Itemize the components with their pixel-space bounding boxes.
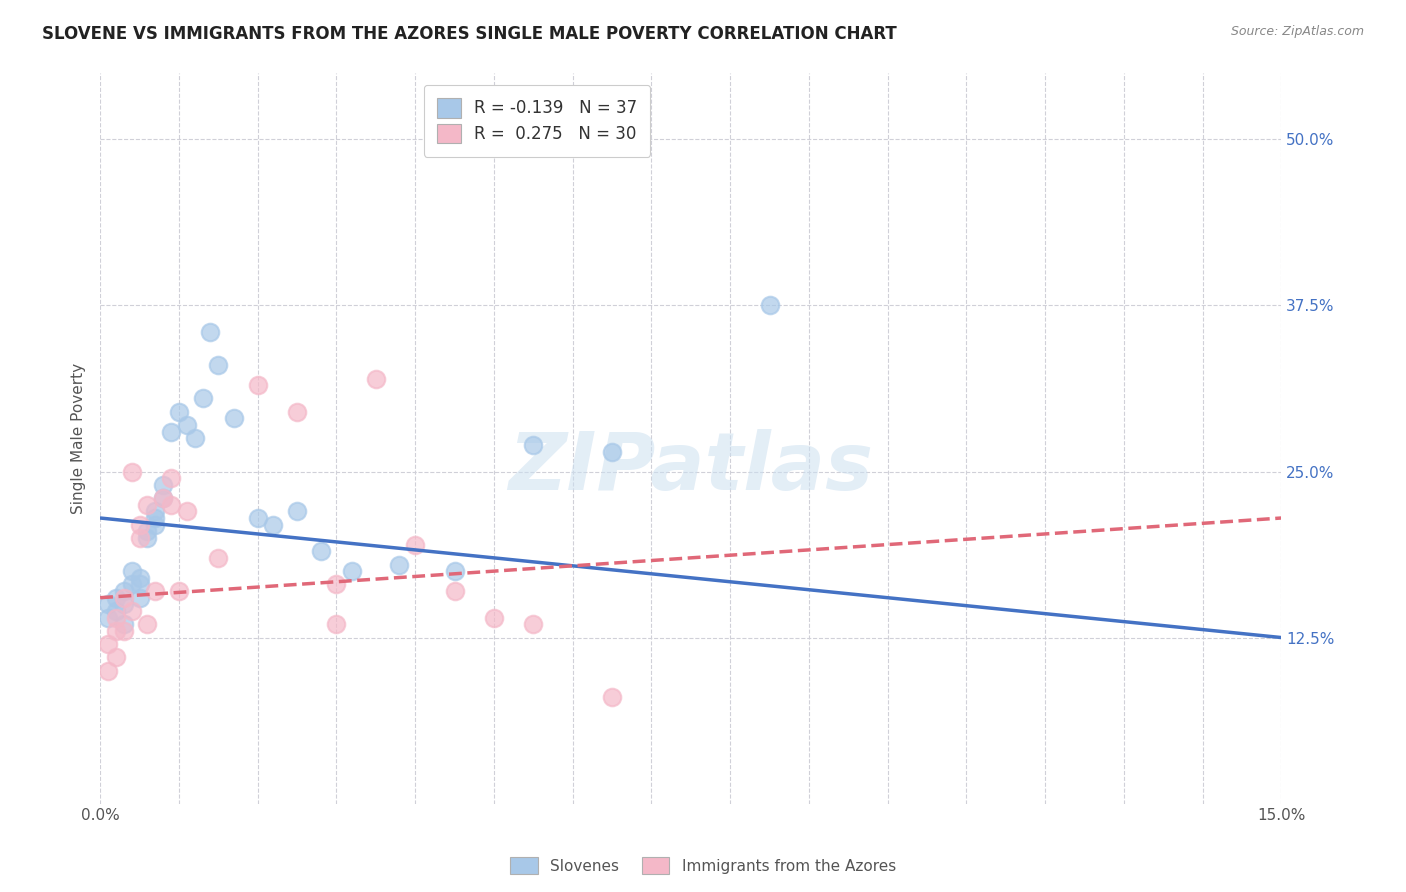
Point [136,498,159,512]
Point [246,511,269,525]
Point [128,571,150,585]
Point [600,690,623,705]
Text: Source: ZipAtlas.com: Source: ZipAtlas.com [1230,25,1364,38]
Point [522,438,544,452]
Point [325,577,347,591]
Point [176,417,198,432]
Point [160,425,183,439]
Point [160,498,183,512]
Text: SLOVENE VS IMMIGRANTS FROM THE AZORES SINGLE MALE POVERTY CORRELATION CHART: SLOVENE VS IMMIGRANTS FROM THE AZORES SI… [42,25,897,43]
Legend: Slovenes, Immigrants from the Azores: Slovenes, Immigrants from the Azores [505,851,901,880]
Point [262,517,284,532]
Point [121,564,143,578]
Point [143,504,166,518]
Text: ZIPatlas: ZIPatlas [508,428,873,507]
Point [340,564,363,578]
Point [285,504,308,518]
Point [104,591,127,605]
Point [152,477,174,491]
Point [104,650,127,665]
Point [143,511,166,525]
Point [143,584,166,599]
Legend: R = -0.139   N = 37, R =  0.275   N = 30: R = -0.139 N = 37, R = 0.275 N = 30 [425,85,651,157]
Point [246,378,269,392]
Point [758,298,780,312]
Point [128,591,150,605]
Point [121,577,143,591]
Point [143,517,166,532]
Y-axis label: Single Male Poverty: Single Male Poverty [72,363,86,514]
Point [443,564,465,578]
Point [222,411,245,425]
Point [207,358,229,372]
Point [121,604,143,618]
Point [325,617,347,632]
Point [600,444,623,458]
Point [121,465,143,479]
Point [167,405,190,419]
Point [167,584,190,599]
Point [285,405,308,419]
Point [207,550,229,565]
Point [97,598,120,612]
Point [136,617,159,632]
Point [112,617,135,632]
Point [97,610,120,624]
Point [128,531,150,545]
Point [104,624,127,638]
Point [160,471,183,485]
Point [404,538,426,552]
Point [191,392,214,406]
Point [183,431,205,445]
Point [128,517,150,532]
Point [200,325,222,339]
Point [112,591,135,605]
Point [176,504,198,518]
Point [112,584,135,599]
Point [97,637,120,651]
Point [152,491,174,505]
Point [482,610,505,624]
Point [388,558,411,572]
Point [309,544,332,558]
Point [112,624,135,638]
Point [443,584,465,599]
Point [112,598,135,612]
Point [97,664,120,678]
Point [104,610,127,624]
Point [522,617,544,632]
Point [104,604,127,618]
Point [364,371,387,385]
Point [128,577,150,591]
Point [136,524,159,539]
Point [152,491,174,505]
Point [136,531,159,545]
